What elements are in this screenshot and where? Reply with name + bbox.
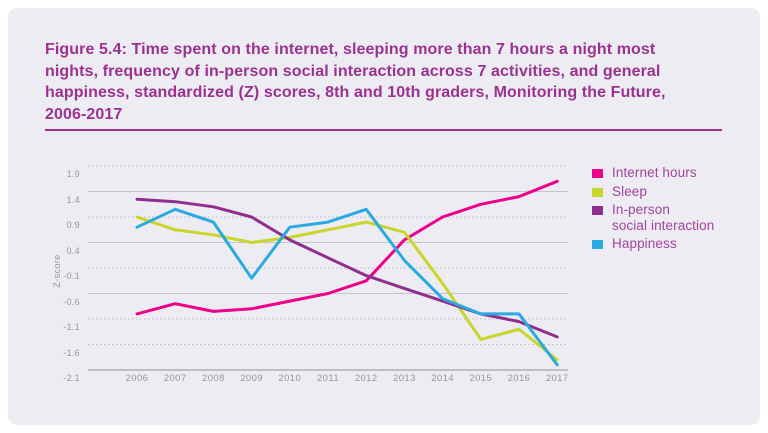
x-tick-label: 2015 [469, 373, 493, 384]
x-tick-label: 2009 [240, 373, 263, 384]
series-line-sleep [135, 215, 559, 362]
x-tick-label: 2008 [202, 373, 225, 384]
x-tick-label: 2007 [163, 373, 187, 384]
y-tick-label: 1.4 [66, 194, 80, 205]
legend-label-internet-hours: Internet hours [612, 165, 697, 180]
y-tick-label: 1.9 [66, 169, 80, 179]
title-divider [45, 129, 722, 131]
figure-title-line-1: Figure 5.4: Time spent on the internet, … [45, 41, 656, 58]
legend-label-happiness: Happiness [612, 236, 677, 251]
chart-legend: Internet hours Sleep In-person social in… [592, 165, 760, 255]
y-tick-label: 0.9 [66, 220, 80, 230]
legend-swatch-happiness-icon [592, 240, 603, 249]
x-tick-label: 2014 [431, 373, 454, 384]
legend-swatch-in-person-icon [592, 206, 603, 215]
legend-label-sleep: Sleep [612, 183, 648, 199]
legend-label-in-person: In-person social interaction [612, 202, 715, 233]
y-tick-label: -1.6 [63, 347, 80, 358]
legend-item-sleep: Sleep [592, 184, 760, 200]
x-tick-label: 2017 [545, 373, 569, 384]
figure-title-line-2: nights, frequency of in-person social in… [45, 62, 661, 80]
x-tick-label: 2016 [507, 373, 531, 384]
series-line-internet-hours [135, 179, 559, 316]
legend-swatch-sleep-icon [592, 187, 603, 197]
x-tick-label: 2013 [393, 373, 416, 384]
legend-item-internet-hours: Internet hours [592, 165, 760, 181]
y-tick-label: -0.6 [63, 296, 80, 307]
figure-title-line-4: 2006-2017 [45, 105, 123, 123]
figure-title-line-3: happiness, standardized (Z) scores, 8th … [45, 84, 666, 101]
y-tick-label: 0.4 [66, 245, 80, 256]
y-tick-label: -2.1 [63, 373, 80, 383]
legend-item-happiness: Happiness [592, 236, 760, 252]
x-tick-label: 2011 [316, 373, 340, 384]
y-tick-label: -0.1 [63, 271, 80, 281]
series-line-happiness [135, 207, 559, 367]
figure-title: Figure 5.4: Time spent on the internet, … [45, 39, 735, 125]
y-tick-label: -1.1 [63, 322, 80, 332]
x-tick-label: 2012 [354, 373, 378, 384]
x-tick-label: 2006 [125, 373, 149, 384]
x-tick-label: 2010 [278, 373, 302, 384]
legend-item-in-person-social-interaction: In-person social interaction [592, 202, 760, 233]
legend-swatch-internet-hours-icon [592, 169, 603, 178]
